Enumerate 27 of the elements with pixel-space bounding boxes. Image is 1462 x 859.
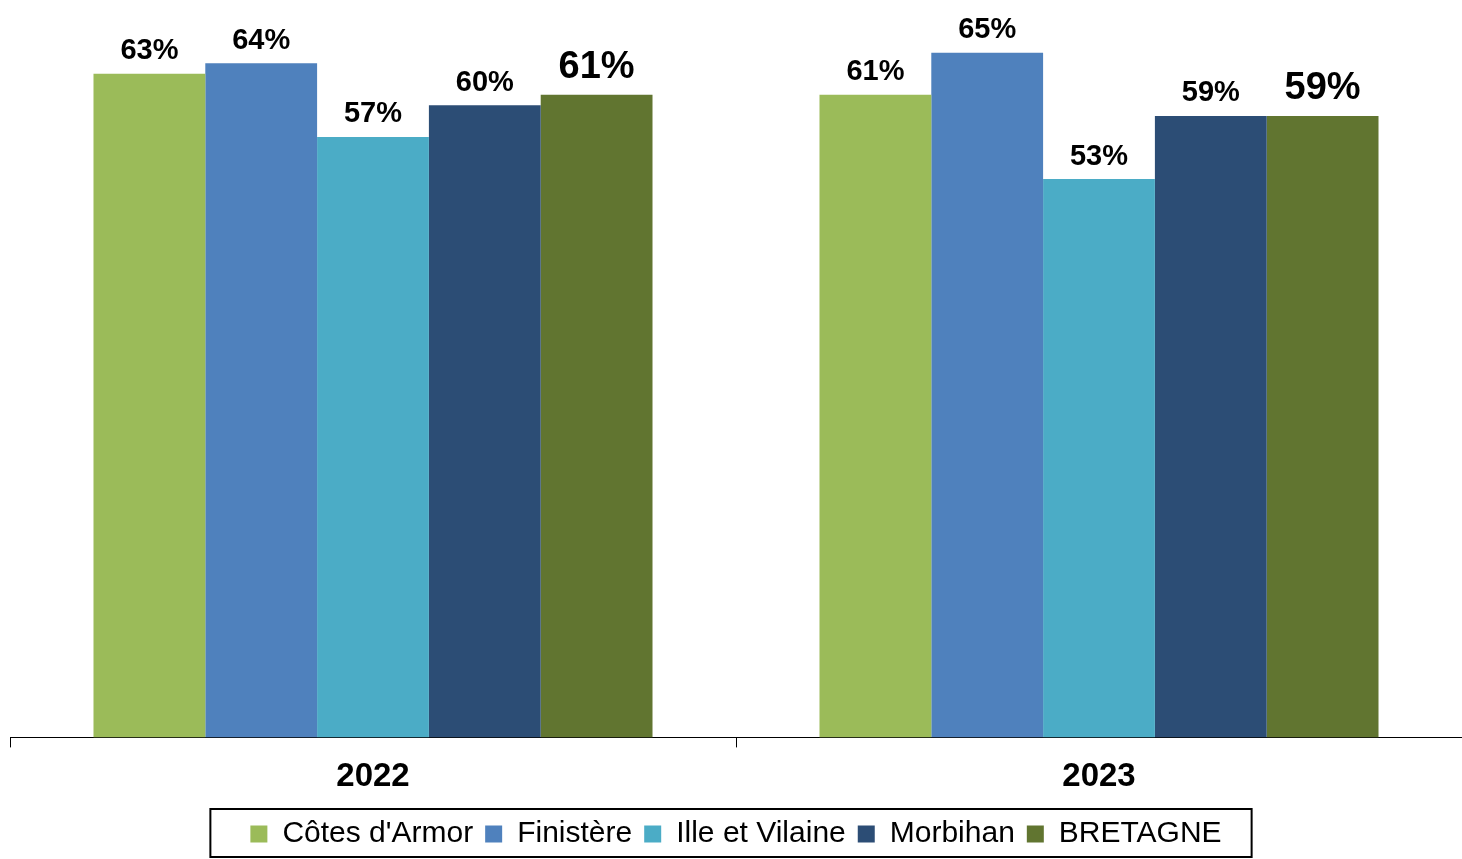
data-label: 61%	[558, 44, 635, 87]
data-label: 60%	[455, 64, 515, 97]
data-label: 65%	[958, 12, 1017, 45]
data-label: 64%	[232, 22, 291, 55]
data-label: 59%	[1284, 65, 1361, 108]
legend-label: BRETAGNE	[1058, 815, 1222, 849]
data-label: 63%	[120, 33, 179, 66]
legend-label: Ille et Vilaine	[676, 815, 846, 849]
data-label: 61%	[846, 54, 905, 87]
bar	[819, 94, 932, 738]
bar	[428, 105, 541, 738]
bar	[317, 136, 429, 738]
legend-label: Côtes d'Armor	[282, 815, 474, 849]
legend-label: Finistère	[517, 815, 633, 849]
x-tick-label: 2023	[1062, 756, 1136, 794]
bar	[1043, 179, 1155, 738]
bar	[1154, 115, 1267, 738]
x-tick-label: 2022	[336, 756, 410, 794]
legend-label: Morbihan	[889, 815, 1015, 849]
data-label: 57%	[343, 96, 403, 129]
data-label: 53%	[1069, 138, 1129, 171]
bar	[93, 73, 206, 738]
bar	[931, 52, 1044, 738]
bar	[540, 94, 653, 738]
bar	[1266, 115, 1379, 738]
data-label: 59%	[1181, 75, 1241, 108]
bar	[205, 63, 318, 738]
